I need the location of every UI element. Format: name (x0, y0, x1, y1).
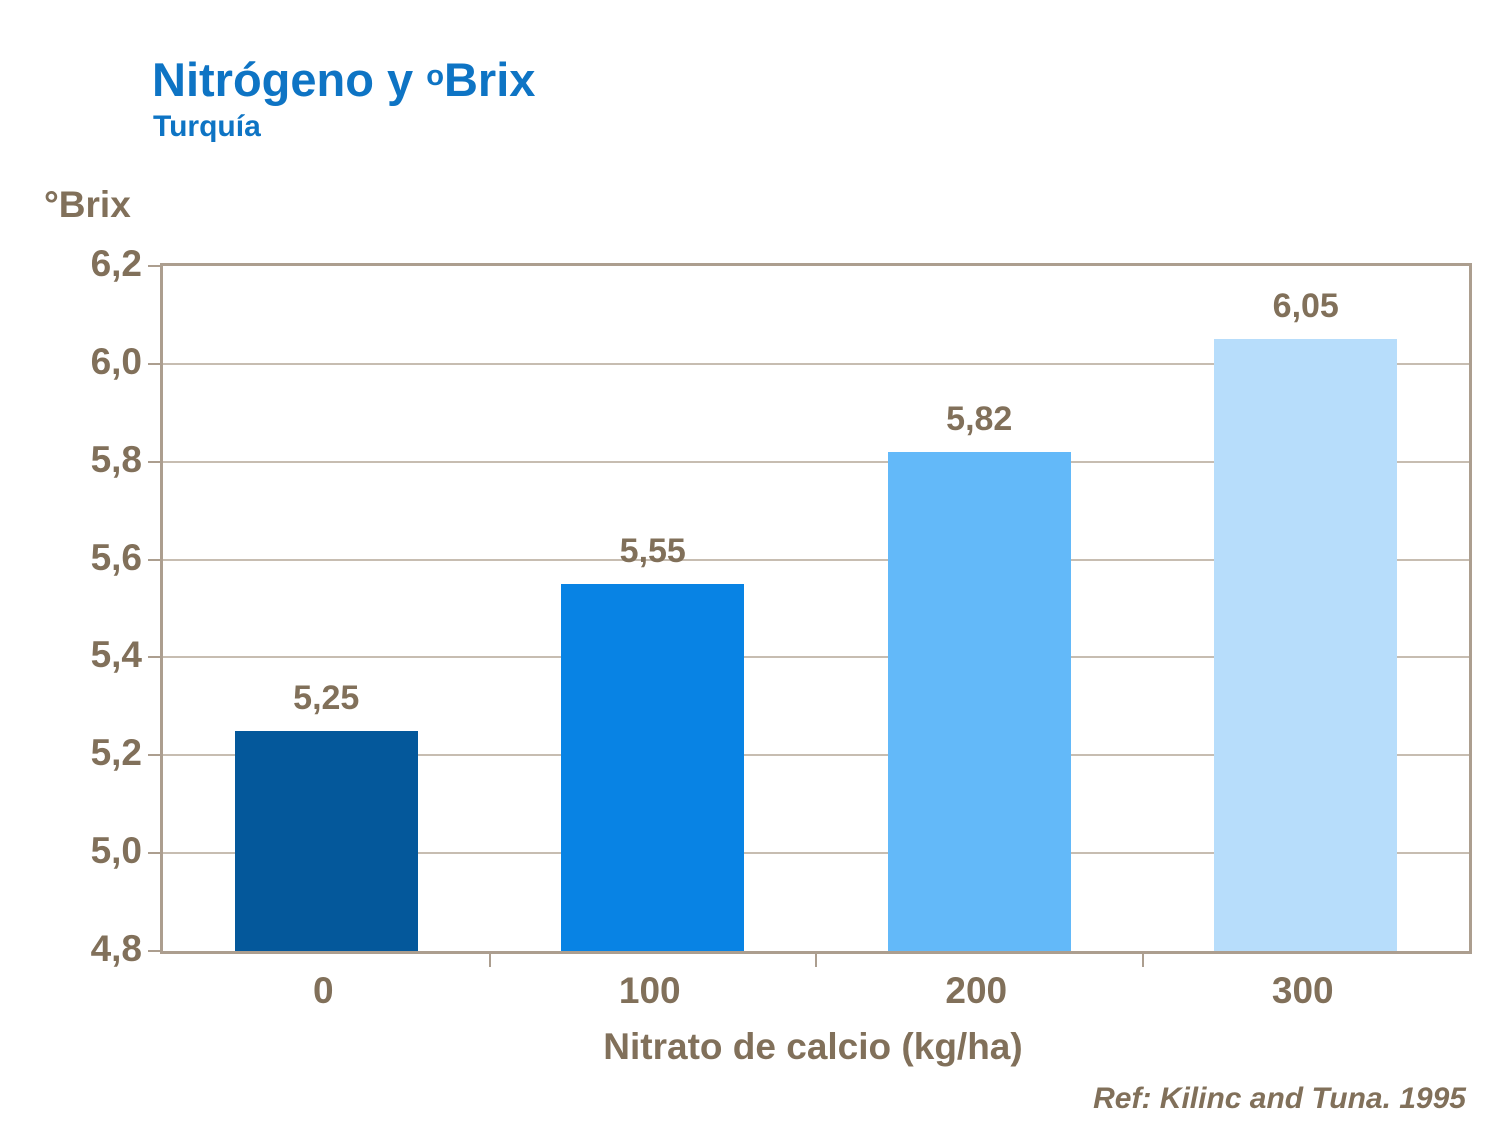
bar-100 (561, 584, 745, 951)
chart-title-main: Brix (443, 53, 536, 106)
degree-superscript: o (426, 59, 444, 92)
x-tick-mark (815, 954, 817, 967)
y-gridline (163, 852, 1469, 855)
chart-title: Nitrógeno y oBrix (152, 55, 535, 104)
bar-value-label: 5,25 (293, 678, 360, 717)
x-tick-label: 100 (618, 970, 681, 1011)
y-tick-mark (148, 265, 162, 267)
y-gridline (163, 362, 1469, 365)
y-tick-label: 6,2 (90, 243, 142, 284)
y-tick-mark (148, 656, 162, 659)
y-tick-label: 5,8 (90, 438, 142, 480)
reference-citation: Ref: Kilinc and Tuna. 1995 (1093, 1082, 1466, 1115)
chart-title-prefix: Nitrógeno y (152, 53, 427, 106)
y-tick-mark (148, 362, 162, 365)
y-gridline (163, 656, 1469, 659)
bar-value-label: 6,05 (1272, 287, 1339, 326)
y-tick-label: 4,8 (90, 928, 142, 969)
x-tick-mark (1141, 954, 1144, 967)
x-tick-label: 0 (312, 970, 334, 1011)
y-tick-mark (148, 558, 162, 561)
y-tick-label: 5,4 (90, 634, 142, 676)
y-gridline (163, 460, 1469, 463)
plot-area: 5,25 5,55 5,82 6,05 (160, 263, 1472, 954)
y-tick-mark (148, 852, 162, 855)
bar-300 (1214, 339, 1398, 951)
y-tick-label: 6,0 (90, 340, 142, 382)
bar-value-label: 5,55 (619, 532, 686, 571)
y-gridline (163, 754, 1469, 757)
y-axis-unit-label: °Brix (44, 184, 131, 225)
y-tick-mark (148, 950, 162, 952)
y-tick-label: 5,2 (90, 732, 142, 774)
chart-subtitle: Turquía (153, 110, 261, 143)
y-tick-label: 5,0 (90, 830, 142, 872)
x-tick-mark (488, 954, 491, 967)
x-tick-label: 300 (1271, 970, 1334, 1011)
x-tick-label: 200 (945, 970, 1008, 1011)
bar-0 (234, 730, 418, 951)
bar-200 (887, 451, 1071, 951)
bar-value-label: 5,82 (946, 399, 1013, 438)
y-tick-label: 5,6 (90, 536, 142, 578)
y-gridline (163, 558, 1469, 561)
x-axis-title: Nitrato de calcio (kg/ha) (603, 1026, 1023, 1067)
y-tick-mark (148, 460, 162, 463)
y-tick-mark (148, 754, 162, 757)
